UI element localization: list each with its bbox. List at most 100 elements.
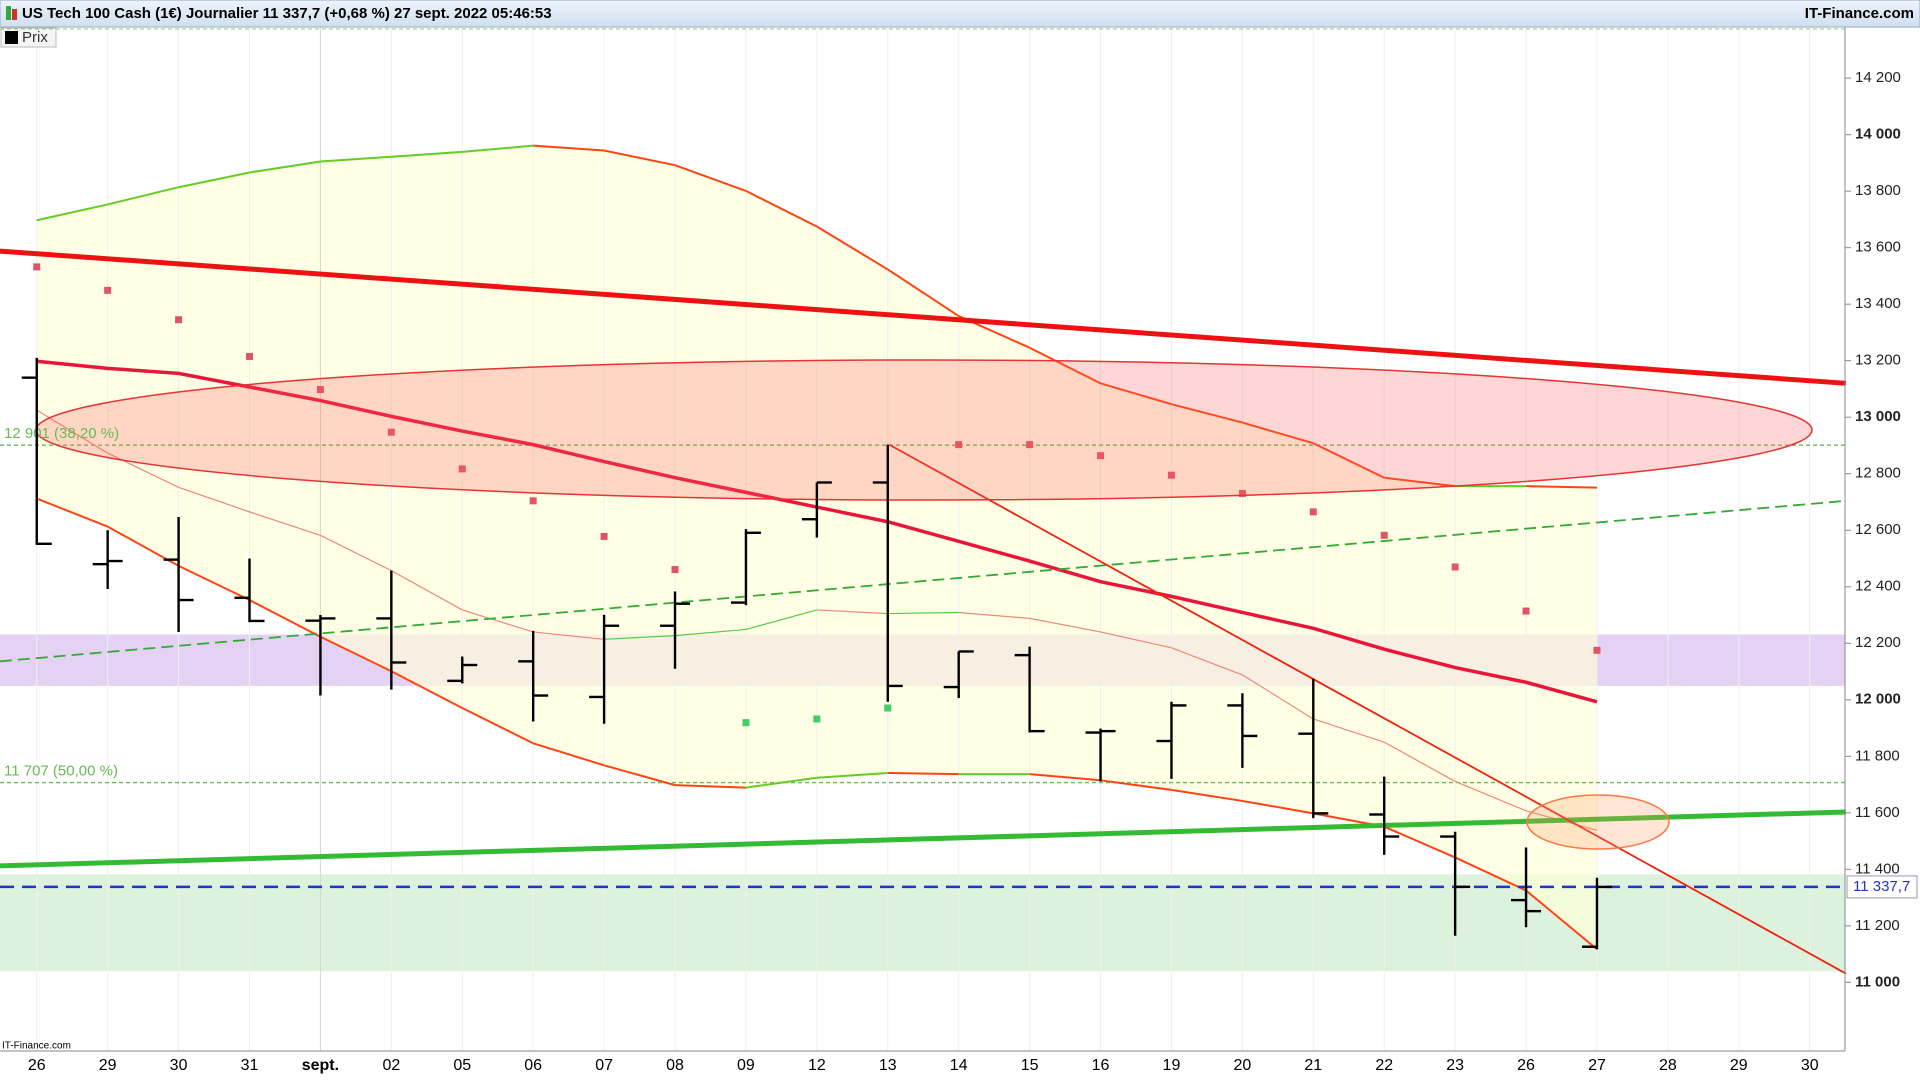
band-line [1171, 788, 1243, 802]
y-tick-label: 14 200 [1855, 69, 1901, 86]
x-tick-label: 16 [1092, 1057, 1110, 1074]
band-line [1312, 442, 1385, 479]
sar-dot [600, 532, 608, 540]
sar-dot [316, 386, 324, 394]
band-line [1526, 485, 1597, 489]
band-line [816, 771, 888, 779]
x-tick-label: 20 [1233, 1057, 1251, 1074]
x-tick-label: 19 [1163, 1057, 1181, 1074]
band-line [603, 149, 676, 167]
band-line [391, 150, 463, 158]
x-tick-label: 02 [382, 1057, 400, 1074]
band-line [1383, 741, 1456, 782]
legend-swatch [5, 31, 18, 44]
band-line [674, 164, 747, 192]
x-tick-label: 30 [170, 1057, 188, 1074]
x-tick-label: 05 [453, 1057, 471, 1074]
band-line [1525, 889, 1598, 951]
sar-dot [742, 719, 750, 727]
band-line [178, 564, 250, 601]
trendline [0, 499, 1846, 663]
sar-dot [1309, 508, 1317, 516]
y-tick-label: 13 400 [1855, 295, 1901, 312]
band-line [674, 784, 746, 789]
band-line [320, 155, 392, 163]
sar-dot [955, 441, 963, 449]
x-tick-label: sept. [302, 1057, 339, 1074]
chart-title: US Tech 100 Cash (1€) Journalier 11 337,… [22, 5, 552, 22]
sar-dot [1380, 531, 1388, 539]
y-tick-label: 12 000 [1855, 691, 1901, 708]
fib-label: 11 707 (50,00 %) [4, 763, 118, 780]
band-line [461, 707, 534, 745]
band-line [603, 764, 676, 787]
x-tick-label: 31 [241, 1057, 259, 1074]
x-tick-label: 30 [1801, 1057, 1819, 1074]
sar-dot [1097, 452, 1105, 460]
x-tick-label: 08 [666, 1057, 684, 1074]
band-line [249, 511, 321, 536]
band-line [1242, 674, 1314, 720]
band-line [816, 609, 888, 615]
band-line [816, 225, 889, 271]
band-line [390, 670, 463, 709]
band-line [1242, 421, 1314, 445]
watermark: IT-Finance.com [2, 1041, 71, 1052]
band-line [1029, 617, 1101, 633]
band-line [462, 609, 534, 633]
band-line [107, 452, 179, 488]
y-tick-label: 13 000 [1855, 408, 1901, 425]
y-tick-label: 13 200 [1855, 352, 1901, 369]
band-line [1100, 382, 1172, 406]
header-bar [0, 0, 1920, 28]
band-line [178, 171, 250, 189]
y-tick-label: 14 000 [1855, 126, 1901, 143]
band-line [391, 570, 463, 611]
band-line [887, 611, 959, 615]
x-tick-label: 09 [737, 1057, 755, 1074]
x-tick-label: 29 [1730, 1057, 1748, 1074]
sar-dot [387, 428, 395, 436]
band-line [745, 776, 817, 789]
y-tick-label: 13 800 [1855, 182, 1901, 199]
band-line [533, 144, 605, 152]
band-line [745, 609, 818, 630]
x-tick-label: 26 [28, 1057, 46, 1074]
highlight-ellipse [1526, 794, 1670, 850]
band-line [1384, 476, 1456, 488]
trendline [0, 248, 1847, 386]
band-line [1454, 780, 1527, 812]
band-line [1242, 799, 1314, 815]
highlight-ellipse [35, 359, 1813, 501]
sar-dot [33, 263, 41, 271]
band-line [958, 611, 1030, 619]
y-tick-label: 12 600 [1855, 521, 1901, 538]
trendline [888, 443, 1847, 975]
band-line [36, 497, 109, 528]
trendline [0, 809, 1846, 869]
band-line [1171, 403, 1243, 424]
x-tick-label: 22 [1375, 1057, 1393, 1074]
x-tick-label: 23 [1446, 1057, 1464, 1074]
band-line [1029, 346, 1101, 385]
band-line [1383, 825, 1456, 859]
band-line [745, 189, 818, 228]
fib-label: 12 901 (38,20 %) [4, 425, 119, 442]
band-line [462, 144, 534, 153]
x-tick-label: 15 [1021, 1057, 1039, 1074]
sar-dot [1522, 607, 1530, 615]
x-tick-label: 12 [808, 1057, 826, 1074]
band-line [1171, 647, 1243, 676]
current-price-box [1846, 875, 1918, 899]
y-tick-label: 11 400 [1855, 860, 1900, 877]
band-line [532, 742, 605, 767]
x-tick-label: 07 [595, 1057, 613, 1074]
y-tick-label: 12 200 [1855, 634, 1901, 651]
source: IT-Finance.com [1805, 5, 1914, 22]
band-line [1029, 773, 1101, 782]
sar-dot [1451, 563, 1459, 571]
legend-label: Prix [22, 29, 48, 46]
band-line [319, 635, 392, 673]
x-tick-label: 26 [1517, 1057, 1535, 1074]
